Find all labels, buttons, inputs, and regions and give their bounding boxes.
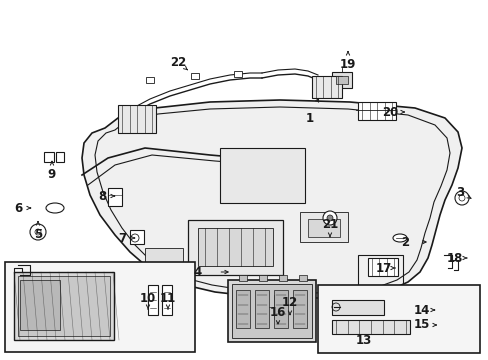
Bar [254, 290, 268, 328]
Text: 6: 6 [14, 202, 22, 215]
Text: 7: 7 [118, 231, 126, 244]
Bar [367, 258, 397, 276]
Bar [234, 71, 242, 77]
Text: 10: 10 [140, 292, 156, 305]
Bar [236, 290, 249, 328]
Bar [298, 275, 306, 281]
Bar [259, 275, 266, 281]
Bar [239, 275, 246, 281]
Bar [145, 248, 183, 270]
Bar [44, 152, 54, 162]
Bar [56, 152, 64, 162]
Ellipse shape [392, 234, 406, 242]
Bar [299, 212, 347, 242]
Text: 1: 1 [305, 112, 313, 125]
Text: 18: 18 [446, 252, 462, 265]
Bar [357, 255, 402, 285]
Text: 11: 11 [160, 292, 176, 305]
Bar [5, 262, 195, 352]
Text: 20: 20 [381, 105, 397, 118]
Bar [264, 295, 283, 319]
Circle shape [454, 191, 468, 205]
Bar [220, 148, 305, 203]
Text: 16: 16 [269, 306, 285, 319]
Bar [307, 219, 339, 237]
Circle shape [323, 211, 336, 225]
Bar [187, 220, 283, 275]
Bar [20, 280, 60, 330]
Bar [231, 284, 311, 338]
Bar [14, 272, 114, 340]
Bar [273, 290, 287, 328]
Text: 2: 2 [400, 235, 408, 248]
Text: 8: 8 [98, 189, 106, 202]
Bar [317, 285, 479, 353]
Text: 4: 4 [193, 266, 202, 279]
Bar [279, 275, 286, 281]
Bar [311, 76, 341, 98]
Polygon shape [82, 100, 461, 298]
Bar [118, 105, 156, 133]
Bar [331, 320, 409, 334]
Text: 13: 13 [355, 333, 371, 346]
Bar [162, 285, 172, 315]
Ellipse shape [46, 203, 64, 213]
Text: 14: 14 [413, 303, 429, 316]
Text: 22: 22 [169, 55, 186, 68]
Bar [331, 300, 383, 315]
Bar [148, 285, 158, 315]
Bar [130, 230, 143, 244]
Bar [227, 280, 315, 342]
Text: 17: 17 [375, 261, 391, 274]
Bar [335, 76, 347, 84]
Text: 19: 19 [339, 58, 355, 72]
Circle shape [30, 224, 46, 240]
Text: 3: 3 [455, 185, 463, 198]
Bar [108, 188, 122, 206]
Text: 9: 9 [48, 167, 56, 180]
Bar [191, 73, 199, 79]
Bar [292, 290, 306, 328]
Text: 21: 21 [321, 219, 337, 231]
Bar [18, 276, 110, 336]
Circle shape [326, 215, 332, 221]
Text: 5: 5 [34, 229, 42, 242]
Bar [331, 72, 351, 88]
Bar [357, 102, 395, 120]
Bar [146, 77, 154, 83]
Bar [198, 228, 272, 266]
Text: 12: 12 [281, 296, 298, 309]
Text: 15: 15 [413, 319, 429, 332]
